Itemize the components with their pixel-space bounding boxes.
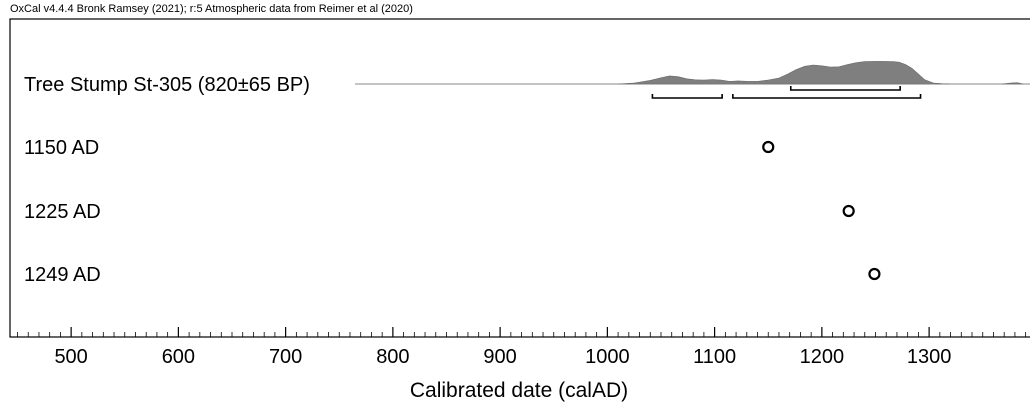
- row-label: Tree Stump St-305 (820±65 BP): [24, 74, 310, 96]
- points-layer: [762, 140, 881, 281]
- x-tick-label: 1000: [585, 346, 630, 368]
- x-tick-label: 1300: [907, 346, 952, 368]
- data-point: [762, 140, 775, 154]
- range-68-bracket: [789, 86, 901, 91]
- data-point: [868, 267, 881, 281]
- x-axis: 500 600 700 800 900 1000 1100 1200 1300: [17, 327, 1027, 368]
- x-tick-label: 600: [162, 346, 195, 368]
- data-point: [842, 204, 855, 218]
- row-label: 1150 AD: [24, 137, 99, 159]
- x-tick-label: 700: [269, 346, 302, 368]
- x-tick-label: 1100: [693, 346, 736, 368]
- x-tick-label: 500: [54, 346, 87, 368]
- x-tick-label: 900: [483, 346, 516, 368]
- probability-distribution: [618, 61, 951, 85]
- plot-frame: [9, 18, 1030, 338]
- x-tick-label: 1200: [800, 346, 845, 368]
- row-label: 1225 AD: [24, 201, 101, 223]
- range-95-bracket: [732, 94, 922, 99]
- chart-header: OxCal v4.4.4 Bronk Ramsey (2021); r:5 At…: [10, 3, 413, 15]
- x-axis-label: Calibrated date (calAD): [410, 379, 628, 402]
- x-tick-label: 800: [376, 346, 409, 368]
- probability-tail: [1001, 82, 1024, 85]
- row-labels: Tree Stump St-305 (820±65 BP) 1150 AD 1225…: [24, 74, 310, 286]
- row-label: 1249 AD: [24, 264, 101, 286]
- distribution-layer: [355, 61, 1030, 99]
- range-95-bracket: [651, 94, 723, 99]
